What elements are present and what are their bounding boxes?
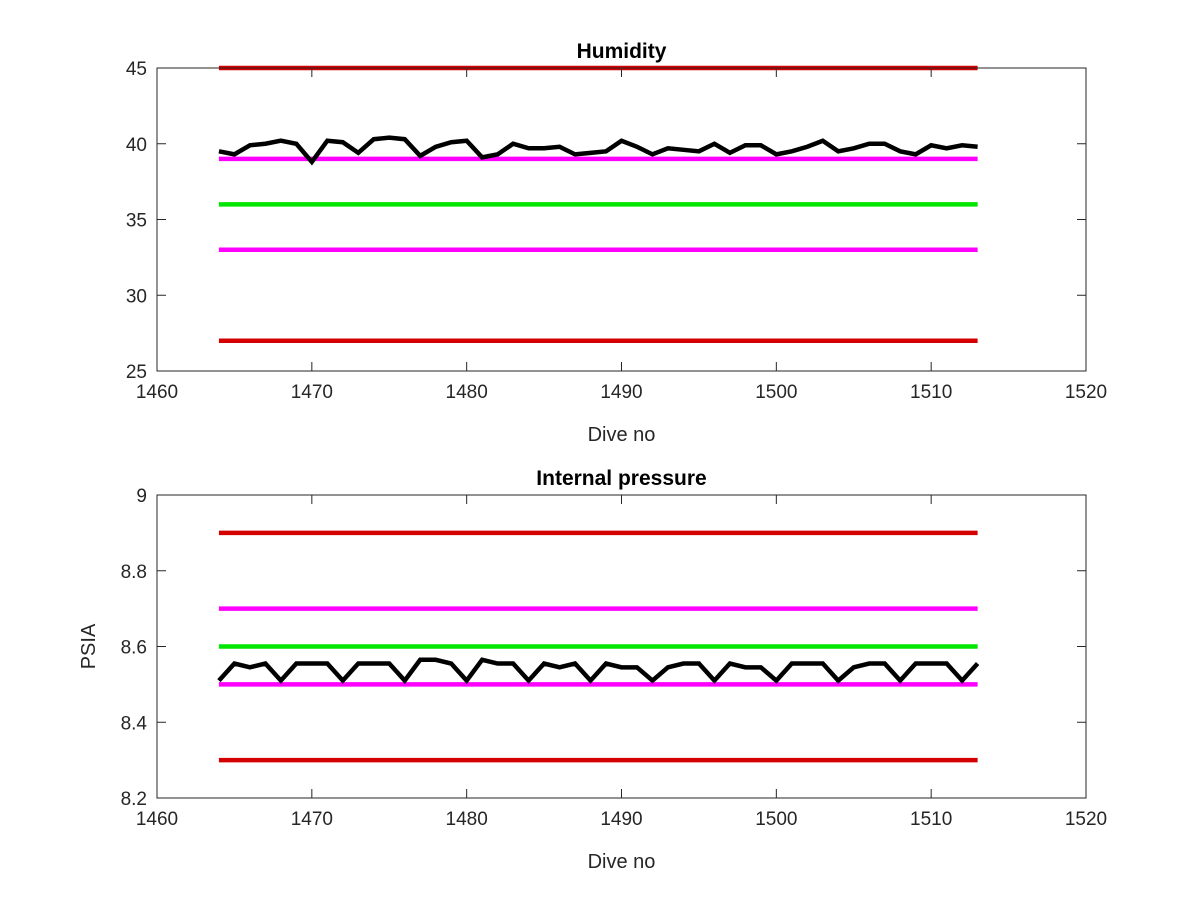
chart-0-series-line-0 bbox=[218, 135, 978, 166]
chart-0-x-tick-label-1: 1470 bbox=[291, 382, 333, 403]
humidity-plot: 1460 1470 1480 1490 1500 1510 1520 25 30 35 40 45 Hu… bbox=[126, 40, 1107, 446]
chart-1-y-tick-label-0: 8.2 bbox=[121, 789, 147, 810]
chart-1-x-tick-label-6: 1520 bbox=[1065, 809, 1107, 830]
chart-0-y-tick-label-4: 45 bbox=[126, 59, 147, 80]
chart-0-axes-box bbox=[156, 67, 1087, 372]
internal-pressure-plot: 1460 1470 1480 1490 1500 1510 1520 8.2 8.4 8.6 8.8… bbox=[78, 467, 1107, 873]
chart-1-y-tick-label-3: 8.8 bbox=[121, 562, 147, 583]
chart-1-x-tick-label-0: 1460 bbox=[136, 809, 178, 830]
chart-0-title: Humidity bbox=[577, 40, 667, 63]
chart-1-y-tick-label-4: 9 bbox=[136, 486, 147, 507]
chart-1-x-tick-label-5: 1510 bbox=[910, 809, 952, 830]
chart-1-y-tick-label-2: 8.6 bbox=[121, 638, 147, 659]
chart-0-x-tick-label-0: 1460 bbox=[136, 382, 178, 403]
chart-0-y-tick-label-3: 40 bbox=[126, 135, 147, 156]
chart-1-x-tick-label-3: 1490 bbox=[600, 809, 642, 830]
chart-0-x-tick-label-3: 1490 bbox=[600, 382, 642, 403]
chart-0-y-tick-label-1: 30 bbox=[126, 286, 147, 307]
chart-0-x-tick-label-6: 1520 bbox=[1065, 382, 1107, 403]
chart-1-x-axis-label: Dive no bbox=[588, 851, 656, 873]
chart-0-y-tick-label-2: 35 bbox=[126, 211, 147, 232]
chart-1-x-tick-label-2: 1480 bbox=[446, 809, 488, 830]
chart-1-x-tick-label-4: 1500 bbox=[755, 809, 797, 830]
chart-1-title: Internal pressure bbox=[536, 467, 706, 490]
chart-0-y-tick-label-0: 25 bbox=[126, 362, 147, 383]
chart-1-y-axis-label: PSIA bbox=[78, 623, 100, 669]
chart-0-x-tick-label-4: 1500 bbox=[755, 382, 797, 403]
chart-1-x-tick-label-1: 1470 bbox=[291, 809, 333, 830]
chart-0-x-axis-label: Dive no bbox=[588, 424, 656, 446]
chart-1-series-line-0 bbox=[217, 657, 980, 685]
chart-0-x-tick-label-2: 1480 bbox=[446, 382, 488, 403]
chart-1-y-tick-label-1: 8.4 bbox=[121, 713, 148, 734]
chart-0-x-tick-label-5: 1510 bbox=[910, 382, 952, 403]
